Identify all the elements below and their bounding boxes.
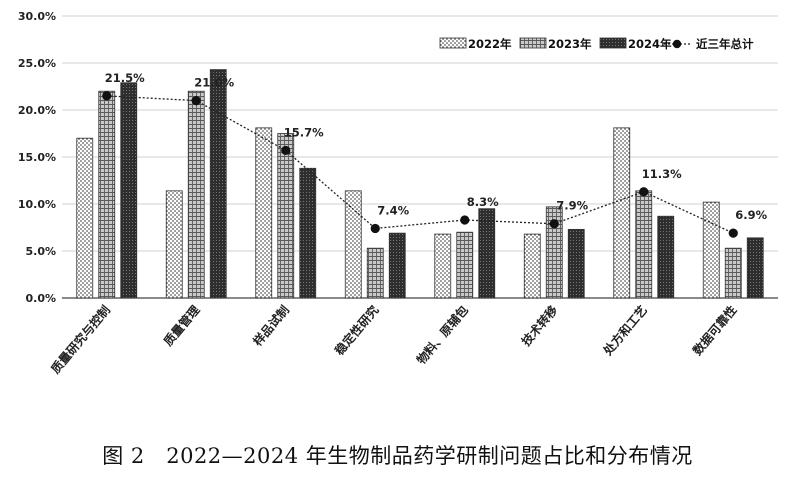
legend-marker — [672, 39, 682, 49]
bar-2022年-5 — [434, 233, 452, 299]
x-category-label: 技术转移 — [518, 302, 560, 348]
plot-area: 0.0% 5.0% 10.0% 15.0% 20.0% 25.0% 30.0% 质量研究与控制… — [18, 10, 778, 376]
y-tick-label: 0.0% — [25, 292, 56, 305]
total-point-5 — [460, 215, 470, 225]
total-point-2 — [191, 96, 201, 106]
bar-2022年-7 — [613, 127, 631, 299]
bar-2024年-2 — [209, 69, 227, 299]
legend-swatch-1 — [439, 37, 467, 49]
bar-2022年-1 — [76, 137, 94, 299]
y-tick-label: 10.0% — [18, 198, 56, 211]
bar-2024年-4 — [388, 232, 406, 299]
data-label: 11.3% — [642, 167, 682, 181]
bar-2022年-4 — [344, 190, 362, 299]
bar-2024年-5 — [478, 208, 496, 299]
y-tick-label: 15.0% — [18, 151, 56, 164]
x-category-label: 物料、原辅包 — [413, 302, 471, 367]
bar-2023年-8 — [724, 247, 742, 299]
legend-label: 近三年总计 — [696, 37, 754, 51]
total-point-4 — [370, 223, 380, 234]
data-label: 15.7% — [284, 125, 324, 139]
total-point-1 — [102, 91, 112, 101]
y-tick-label: 25.0% — [18, 57, 56, 70]
bar-2022年-3 — [255, 127, 273, 299]
total-point-3 — [281, 145, 291, 156]
x-category-label: 质量研究与控制 — [48, 302, 113, 376]
bar-2022年-2 — [165, 190, 183, 299]
bar-2023年-7 — [635, 190, 653, 299]
data-label: 7.4% — [377, 203, 409, 217]
data-label: 6.9% — [735, 208, 767, 222]
bar-2023年-4 — [366, 247, 384, 299]
total-point-8 — [728, 228, 738, 238]
bar-2023年-2 — [187, 90, 205, 299]
bar-2024年-1 — [120, 82, 138, 299]
data-label: 21.5% — [105, 71, 145, 85]
legend: 2022年 2023年 2024年 近三年总计 — [439, 37, 754, 51]
bar-2024年-6 — [567, 228, 585, 299]
total-point-6 — [549, 219, 559, 229]
legend-swatch-2 — [519, 37, 547, 49]
bar-2024年-3 — [299, 167, 317, 299]
bar-2023年-1 — [98, 90, 116, 299]
legend-swatch-3 — [599, 37, 627, 49]
bar-2023年-5 — [456, 231, 474, 299]
y-tick-label: 30.0% — [18, 10, 56, 23]
bar-2024年-8 — [746, 237, 764, 299]
legend-label: 2022年 — [468, 37, 512, 51]
data-label: 7.9% — [556, 199, 588, 213]
data-label: 8.3% — [467, 195, 499, 209]
x-category-label: 质量管理 — [160, 302, 202, 348]
x-category-label: 处方和工艺 — [599, 302, 650, 358]
bar-2023年-3 — [277, 133, 295, 299]
data-label: 21.0% — [194, 76, 234, 90]
total-point-7 — [639, 187, 649, 197]
bar-2024年-7 — [657, 215, 675, 299]
y-tick-label: 5.0% — [25, 245, 56, 258]
bar-2023年-6 — [545, 206, 563, 299]
bar-2022年-6 — [523, 233, 541, 299]
x-category-label: 稳定性研究 — [331, 302, 381, 358]
legend-label: 2023年 — [548, 37, 592, 51]
total-trend-line — [106, 95, 734, 234]
figure-caption: 图 2 2022—2024 年生物制品药学研制问题占比和分布情况 — [102, 444, 693, 468]
bar-2022年-8 — [702, 201, 720, 299]
x-category-label: 样品试制 — [250, 302, 292, 348]
legend-label: 2024年 — [628, 37, 672, 51]
x-category-label: 数据可靠性 — [689, 302, 739, 358]
y-tick-label: 20.0% — [18, 104, 56, 117]
